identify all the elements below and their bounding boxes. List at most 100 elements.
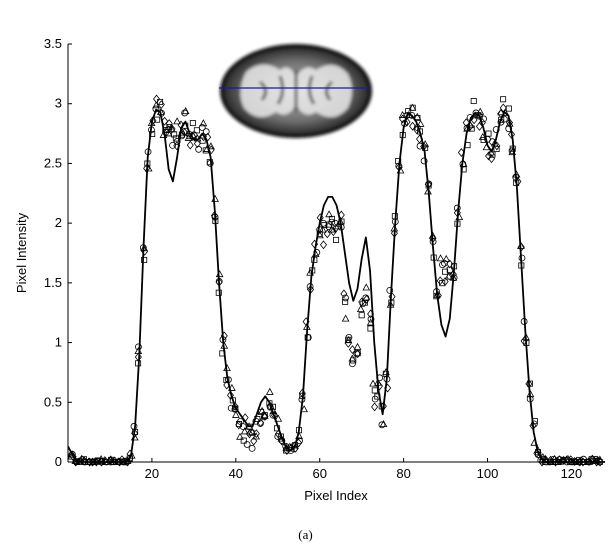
data-point-circle <box>227 404 235 412</box>
data-point-diamond <box>226 390 235 400</box>
data-point-diamond <box>585 457 593 466</box>
y-tick-label: 2.5 <box>44 155 62 170</box>
data-point-triangle <box>164 129 173 137</box>
data-point-diamond <box>354 349 362 359</box>
data-point-square <box>342 298 349 305</box>
data-point-triangle <box>408 103 417 111</box>
data-point-square <box>395 158 402 165</box>
data-point-diamond <box>409 121 417 131</box>
data-point-circle <box>169 141 176 149</box>
data-point-square <box>223 376 230 383</box>
data-point-square <box>493 146 500 153</box>
data-point-diamond <box>231 401 239 411</box>
data-point-triangle <box>348 354 357 362</box>
data-point-square <box>442 268 449 275</box>
data-point-diamond <box>388 292 396 302</box>
data-point-circle <box>282 442 290 450</box>
data-point-circle <box>439 261 446 269</box>
data-point-diamond <box>193 139 201 149</box>
data-point-circle <box>328 218 336 226</box>
y-ticks: 0 0.5 1 1.5 2 2.5 3 3.5 <box>44 36 72 469</box>
data-point-circle <box>342 294 349 302</box>
data-point-square <box>371 387 378 394</box>
data-point-triangle <box>436 254 445 262</box>
brain-inset-image <box>218 44 372 138</box>
data-point-circle <box>195 145 203 153</box>
data-point-square <box>193 127 200 134</box>
data-point-square <box>172 135 179 142</box>
x-tick-label: 40 <box>229 466 243 481</box>
data-point-diamond <box>116 457 124 467</box>
data-point-circle <box>198 124 206 131</box>
data-point-diamond <box>319 240 327 250</box>
data-point-diamond <box>323 229 331 239</box>
data-point-diamond <box>462 118 470 128</box>
data-point-square <box>154 116 161 123</box>
data-point-triangle <box>318 225 327 233</box>
data-point-triangle <box>341 314 350 322</box>
data-point-circle <box>320 219 327 227</box>
data-point-circle <box>367 315 375 323</box>
data-point-diamond <box>168 124 176 134</box>
data-point-diamond <box>470 115 478 125</box>
data-point-diamond <box>507 129 516 139</box>
data-point-circle <box>135 343 142 351</box>
data-point-circle <box>453 204 461 212</box>
data-point-square <box>206 159 213 166</box>
y-tick-label: 1.5 <box>44 275 62 290</box>
data-point-triangle <box>478 132 487 140</box>
data-point-diamond <box>291 443 299 453</box>
data-point-diamond <box>596 457 604 467</box>
data-point-diamond <box>235 420 243 430</box>
data-point-triangle <box>442 254 451 262</box>
data-point-diamond <box>446 259 454 269</box>
data-point-diamond <box>340 289 348 299</box>
data-point-square <box>199 137 206 144</box>
data-point-triangle <box>199 119 208 127</box>
data-point-square <box>500 96 507 103</box>
x-tick-label: 120 <box>561 466 583 481</box>
data-point-square <box>240 437 247 444</box>
data-point-diamond <box>149 116 157 126</box>
data-point-triangle <box>362 283 371 291</box>
y-tick-label: 2 <box>55 215 62 230</box>
data-point-diamond <box>567 455 575 465</box>
data-point-diamond <box>101 456 109 465</box>
data-point-square <box>328 215 335 222</box>
axes-frame <box>67 44 605 463</box>
data-point-square <box>162 127 169 134</box>
data-point-diamond <box>250 436 258 446</box>
data-point-diamond <box>153 94 161 104</box>
data-point-diamond <box>332 223 340 233</box>
data-point-diamond <box>579 457 587 467</box>
data-point-square <box>141 256 148 263</box>
data-point-diamond <box>541 454 549 464</box>
data-point-square <box>94 457 101 464</box>
data-point-diamond <box>157 100 165 109</box>
x-tick-label: 20 <box>145 466 159 481</box>
data-point-triangle <box>300 405 309 413</box>
data-point-square <box>470 98 477 105</box>
data-point-circle <box>313 249 321 256</box>
data-point-diamond <box>252 429 260 439</box>
x-axis-label: Pixel Index <box>304 488 368 503</box>
data-point-diamond <box>358 297 366 307</box>
data-point-diamond <box>593 457 601 467</box>
data-point-diamond <box>533 448 541 458</box>
data-point-diamond <box>278 436 286 446</box>
x-tick-label: 60 <box>312 466 326 481</box>
data-point-triangle <box>248 428 257 436</box>
x-tick-label: 80 <box>396 466 410 481</box>
data-point-circle <box>248 444 256 452</box>
data-point-triangle <box>333 222 342 230</box>
data-point-diamond <box>186 140 194 150</box>
data-point-triangle <box>356 305 365 313</box>
data-point-square <box>439 280 446 287</box>
y-tick-label: 3 <box>55 96 62 111</box>
figure-caption: (a) <box>298 527 313 542</box>
data-point-triangle <box>353 342 362 350</box>
data-point-diamond <box>329 227 337 237</box>
x-ticks: 20 40 60 80 100 120 <box>145 458 583 481</box>
data-point-diamond <box>118 455 126 465</box>
